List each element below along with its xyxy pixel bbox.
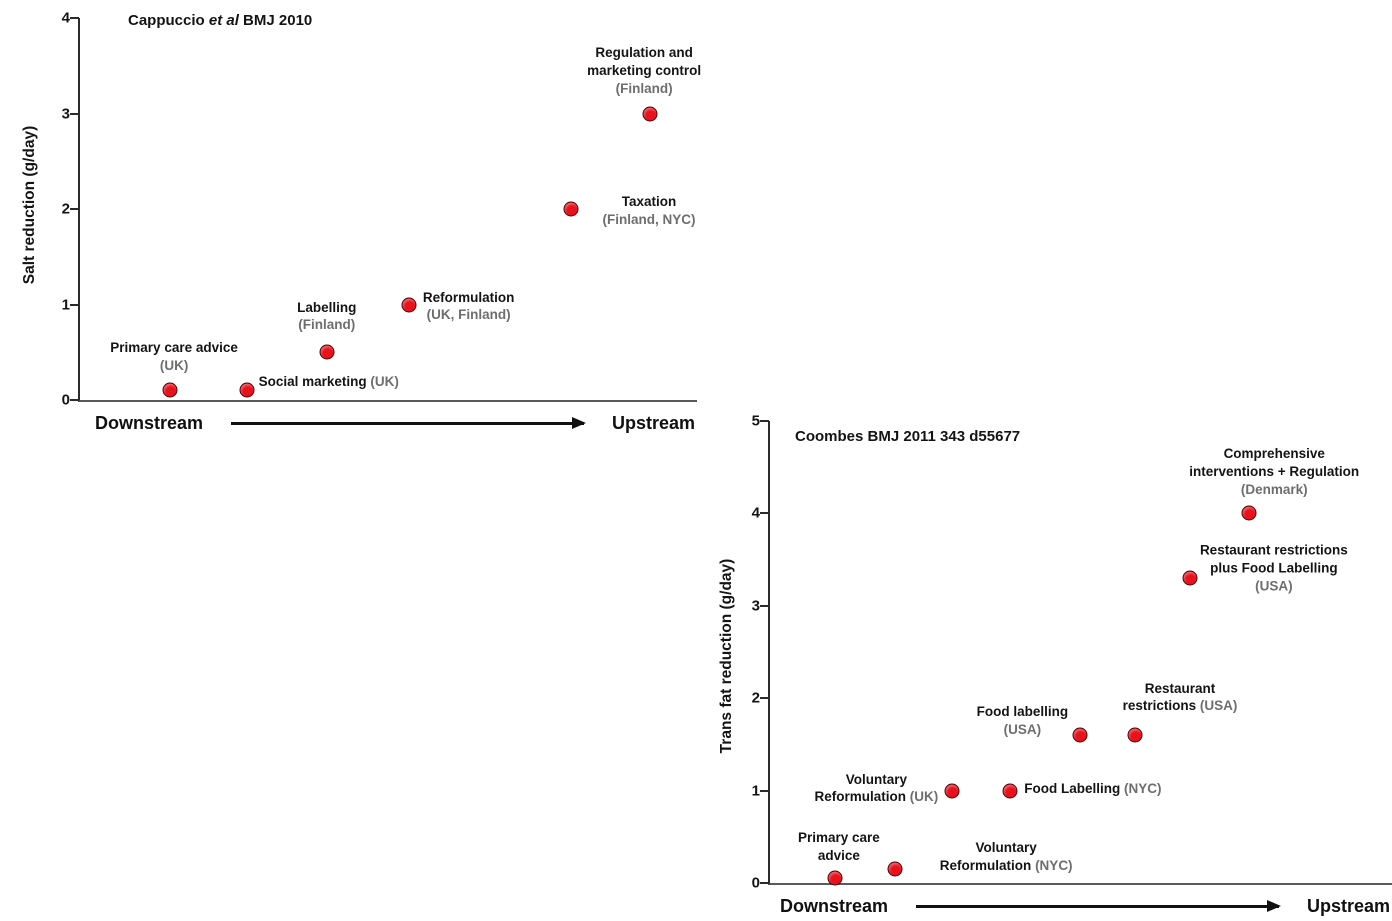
point-label-text: Restaurant restrictions: [1122, 680, 1216, 714]
data-point-label: Reformulation (UK, Finland): [423, 289, 515, 325]
point-label-text: Primary care advice: [110, 339, 238, 355]
point-label-location: (UK): [159, 357, 189, 373]
point-label-text: Reformulation: [422, 289, 515, 305]
point-label-location: (USA): [1196, 698, 1238, 714]
trans-fat-reduction-chart: Coombes BMJ 2011 343 d55677 Trans fat re…: [700, 413, 1392, 921]
data-point-label: Food Labelling (NYC): [1024, 780, 1161, 798]
point-label-location: (UK): [366, 374, 399, 390]
point-label-location: (Finland): [615, 80, 673, 96]
point-label-location: (UK): [905, 789, 939, 805]
y-axis-label: Salt reduction (g/day): [21, 125, 38, 285]
right-arrow-icon: [231, 421, 584, 425]
x-axis-label-upstream: Upstream: [611, 412, 695, 433]
data-point: [827, 870, 843, 886]
y-axis-tick: [760, 420, 769, 422]
y-axis-tick: [70, 399, 79, 401]
y-axis-tick-label: 4: [751, 504, 760, 522]
y-axis-tick-label: 2: [751, 689, 760, 707]
y-axis-label: Trans fat reduction (g/day): [718, 558, 735, 754]
plot-area: 5 4 3 2 1 0 Primary care advice Voluntary Refor…: [752, 413, 1392, 892]
data-point: [1072, 727, 1088, 743]
point-label-text: Comprehensive interventions + Regulation: [1189, 445, 1360, 479]
point-label-text: Primary care advice: [797, 829, 880, 863]
point-label-text: Restaurant restrictions plus Food Labell…: [1199, 542, 1348, 576]
point-label-location: (Finland, NYC): [602, 212, 696, 227]
data-point: [401, 297, 417, 312]
salt-reduction-chart: Cappuccio et al BMJ 2010 Salt reduction …: [0, 0, 701, 462]
data-point-label: Taxation (Finland, NYC): [603, 193, 696, 229]
x-axis-label-downstream: Downstream: [95, 412, 204, 433]
data-point: [1127, 727, 1143, 743]
data-point-label: Comprehensive interventions + Regulation…: [1189, 445, 1359, 498]
point-label-text: Food Labelling: [1024, 780, 1121, 796]
data-point-label: Food labelling (USA): [977, 703, 1069, 739]
title-part: Coombes BMJ 2011 343 d55677: [795, 428, 1021, 445]
right-arrow-icon: [916, 904, 1279, 908]
title-part: BMJ 2010: [238, 12, 313, 29]
data-point: [1241, 505, 1257, 521]
point-label-location: (USA): [1003, 722, 1042, 738]
y-axis-tick-label: 1: [61, 296, 70, 313]
data-point-label: Voluntary Reformulation (NYC): [940, 839, 1073, 875]
y-axis-tick-label: 0: [61, 391, 70, 409]
point-label-text: Taxation: [621, 194, 677, 210]
point-label-location: (USA): [1255, 577, 1293, 593]
data-point-label: Voluntary Reformulation (UK): [814, 771, 938, 807]
x-axis-label-upstream: Upstream: [1306, 895, 1390, 916]
y-axis-tick: [760, 789, 769, 792]
y-axis-tick: [760, 882, 769, 884]
data-point-label: Restaurant restrictions plus Food Labell…: [1200, 541, 1348, 594]
point-label-location: (NYC): [1120, 780, 1162, 796]
point-label-location: (Finland): [298, 317, 356, 333]
point-label-text: Voluntary Reformulation: [814, 771, 907, 805]
y-axis-tick-label: 3: [751, 597, 760, 615]
point-label-location: (UK, Finland): [426, 307, 511, 323]
y-axis-tick: [760, 604, 769, 607]
x-axis-label-downstream: Downstream: [780, 895, 889, 916]
title-part: Cappuccio: [128, 12, 209, 29]
data-point: [642, 106, 658, 121]
y-axis-tick: [70, 208, 79, 210]
y-axis-tick: [70, 303, 79, 306]
data-point: [944, 783, 960, 799]
y-axis-tick-label: 2: [61, 200, 70, 218]
y-axis-tick-label: 3: [61, 105, 70, 122]
title-part-italic: et al: [208, 12, 239, 29]
plot-area: 4 3 2 1 0 Primary care advice (UK) Social marke…: [62, 10, 701, 409]
chart-title: Cappuccio et al BMJ 2010: [128, 12, 312, 29]
data-point: [1002, 783, 1018, 799]
data-point-label: Restaurant restrictions (USA): [1123, 680, 1238, 716]
x-axis-row: Downstream Upstream: [780, 893, 1390, 919]
y-axis-tick-label: 0: [751, 874, 760, 892]
data-point-label: Social marketing (UK): [259, 374, 399, 392]
point-label-text: Food labelling: [976, 704, 1069, 720]
data-point: [1182, 570, 1198, 586]
y-axis-tick-label: 4: [61, 9, 70, 27]
point-label-text: Regulation and marketing control: [587, 45, 702, 78]
data-point: [887, 861, 903, 877]
point-label-location: (NYC): [1031, 858, 1073, 874]
data-point: [239, 382, 255, 398]
point-label-location: (Denmark): [1240, 481, 1308, 497]
point-label-text: Labelling: [297, 299, 357, 315]
data-point-label: Primary care advice (UK): [110, 339, 238, 375]
y-axis-tick: [760, 697, 769, 700]
y-axis-tick-label: 5: [751, 412, 760, 430]
point-label-text: Social marketing: [258, 374, 367, 390]
data-point: [162, 382, 178, 398]
data-point: [563, 201, 578, 217]
y-axis-tick: [70, 17, 79, 19]
y-axis-tick: [70, 112, 79, 115]
point-label-text: Voluntary Reformulation: [939, 840, 1037, 874]
data-point-label: Primary care advice: [798, 829, 880, 865]
y-axis-tick: [760, 512, 769, 515]
x-axis-row: Downstream Upstream: [95, 410, 695, 436]
y-axis-tick-label: 1: [751, 782, 760, 800]
data-point: [319, 344, 335, 360]
data-point-label: Regulation and marketing control (Finland…: [587, 44, 701, 97]
data-point-label: Labelling (Finland): [297, 299, 356, 335]
chart-title: Coombes BMJ 2011 343 d55677: [795, 428, 1020, 445]
